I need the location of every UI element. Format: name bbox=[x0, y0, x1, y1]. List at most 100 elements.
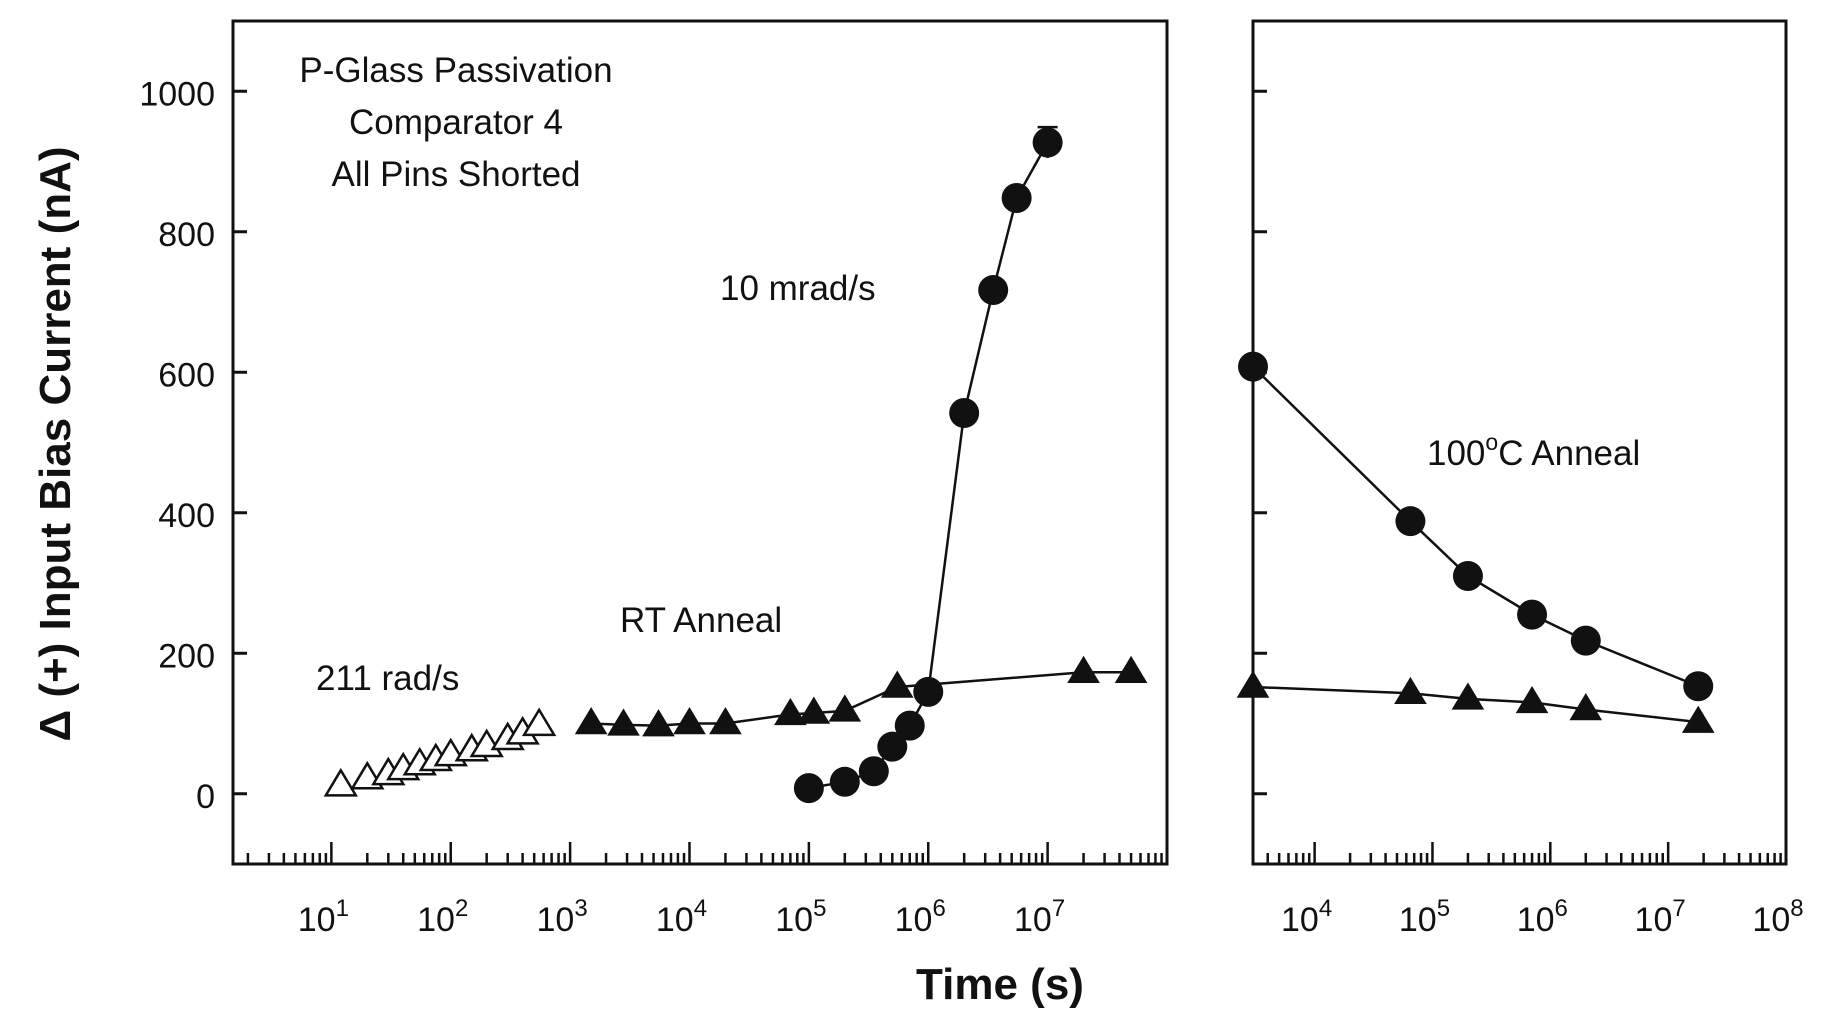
x-tick-exponent: 4 bbox=[694, 895, 707, 922]
y-tick-label: 1000 bbox=[139, 75, 215, 113]
data-point-circle bbox=[1683, 671, 1714, 702]
data-point-circle bbox=[829, 766, 860, 797]
data-point-circle bbox=[1517, 599, 1548, 630]
x-tick-label: 104 bbox=[1281, 895, 1332, 939]
x-tick-base: 10 bbox=[1635, 901, 1673, 939]
data-point-circle bbox=[894, 710, 925, 741]
series-line bbox=[808, 141, 1049, 790]
x-tick-exponent: 7 bbox=[1052, 895, 1065, 922]
data-point-triangle bbox=[642, 709, 675, 737]
y-tick-label: 0 bbox=[196, 778, 215, 816]
x-tick-exponent: 6 bbox=[1555, 895, 1568, 922]
x-tick-label: 105 bbox=[775, 895, 826, 939]
data-point-circle bbox=[949, 397, 980, 428]
y-tick-label: 800 bbox=[158, 216, 215, 254]
x-tick-label: 106 bbox=[1517, 895, 1568, 939]
x-tick-exponent: 1 bbox=[336, 895, 349, 922]
series-line bbox=[591, 670, 1132, 727]
y-tick-label: 400 bbox=[158, 497, 215, 535]
annotation-100c-number: 100 bbox=[1427, 434, 1485, 473]
data-point-circle bbox=[793, 773, 824, 804]
data-point-triangle bbox=[1515, 685, 1549, 714]
series-open-triangle bbox=[323, 707, 557, 797]
data-point-triangle bbox=[880, 670, 914, 698]
data-point-triangle bbox=[1394, 676, 1427, 705]
x-tick-label: 101 bbox=[298, 895, 349, 939]
series-line bbox=[1252, 365, 1699, 688]
right-series-group bbox=[1236, 351, 1715, 733]
x-tick-exponent: 5 bbox=[1437, 895, 1450, 922]
series-filled-circle bbox=[1238, 351, 1714, 702]
data-point-triangle bbox=[774, 697, 807, 726]
data-point-triangle bbox=[1681, 705, 1715, 733]
x-tick-base: 10 bbox=[656, 901, 694, 939]
y-tick-label: 200 bbox=[158, 637, 215, 675]
data-point-triangle bbox=[1067, 655, 1100, 683]
data-point-circle bbox=[1570, 625, 1601, 656]
left-series-group bbox=[323, 125, 1148, 804]
data-point-triangle bbox=[828, 694, 862, 722]
annotation-211-rad: 211 rad/s bbox=[316, 659, 459, 698]
annotation-rt-anneal: RT Anneal bbox=[620, 601, 782, 640]
data-point-circle bbox=[913, 676, 944, 707]
annotation-100c-rest: C Anneal bbox=[1498, 434, 1640, 473]
x-tick-exponent: 7 bbox=[1672, 895, 1685, 922]
y-axis-title: Δ (+) Input Bias Current (nA) bbox=[31, 146, 80, 741]
data-point-circle bbox=[1238, 351, 1268, 382]
data-point-triangle bbox=[607, 708, 640, 736]
annotation-100c-degree: o bbox=[1485, 429, 1498, 455]
right-plot-frame bbox=[1251, 19, 1788, 866]
data-point-triangle bbox=[709, 707, 742, 735]
x-tick-base: 10 bbox=[1014, 901, 1052, 939]
x-tick-label: 103 bbox=[537, 895, 588, 939]
x-tick-exponent: 8 bbox=[1790, 895, 1803, 922]
annotation-pins-shorted: All Pins Shorted bbox=[331, 155, 580, 194]
annotation-10-mrad: 10 mrad/s bbox=[720, 269, 876, 308]
data-point-circle bbox=[877, 731, 908, 762]
x-tick-base: 10 bbox=[775, 901, 813, 939]
series-filled-triangle bbox=[1236, 670, 1715, 733]
x-tick-base: 10 bbox=[1399, 901, 1437, 939]
y-tick-label: 600 bbox=[158, 356, 215, 394]
x-tick-exponent: 2 bbox=[455, 895, 468, 922]
data-point-circle bbox=[858, 756, 889, 787]
x-tick-label: 108 bbox=[1752, 895, 1803, 939]
x-tick-exponent: 6 bbox=[932, 895, 945, 922]
right-panel: 104 105 106 107 108 100oC Anneal bbox=[1236, 19, 1804, 939]
series-filled-triangle bbox=[574, 655, 1148, 737]
data-point-open-triangle bbox=[521, 707, 557, 737]
data-point-open-triangle bbox=[323, 767, 359, 797]
data-point-circle bbox=[1032, 127, 1063, 158]
left-y-ticks: 0 200 400 600 800 1000 bbox=[139, 75, 247, 816]
data-point-circle bbox=[1395, 506, 1426, 537]
x-tick-base: 10 bbox=[537, 901, 575, 939]
right-x-ticks: 104 105 106 107 108 bbox=[1251, 842, 1804, 939]
data-point-triangle bbox=[797, 696, 831, 724]
x-tick-label: 102 bbox=[417, 895, 468, 939]
x-tick-exponent: 4 bbox=[1319, 895, 1332, 922]
series-filled-circle bbox=[793, 125, 1063, 804]
x-tick-exponent: 5 bbox=[813, 895, 826, 922]
annotation-comparator: Comparator 4 bbox=[349, 103, 563, 142]
x-tick-label: 107 bbox=[1635, 895, 1686, 939]
x-tick-base: 10 bbox=[1752, 901, 1790, 939]
x-tick-base: 10 bbox=[895, 901, 933, 939]
x-tick-base: 10 bbox=[417, 901, 455, 939]
x-tick-base: 10 bbox=[1517, 901, 1555, 939]
data-point-triangle bbox=[673, 707, 706, 735]
x-tick-label: 105 bbox=[1399, 895, 1450, 939]
annotation-100c-anneal: 100oC Anneal bbox=[1427, 429, 1640, 473]
annotation-passivation: P-Glass Passivation bbox=[299, 51, 612, 90]
left-x-ticks: 101 102 103 104 105 106 107 bbox=[246, 842, 1169, 939]
x-tick-label: 106 bbox=[895, 895, 946, 939]
data-point-circle bbox=[978, 275, 1009, 306]
x-tick-label: 107 bbox=[1014, 895, 1065, 939]
x-tick-label: 104 bbox=[656, 895, 707, 939]
x-axis-title: Time (s) bbox=[916, 960, 1084, 1009]
x-tick-base: 10 bbox=[298, 901, 336, 939]
x-tick-base: 10 bbox=[1281, 901, 1319, 939]
series-line bbox=[1252, 685, 1699, 724]
data-point-triangle bbox=[574, 707, 608, 735]
data-point-circle bbox=[1001, 183, 1032, 214]
